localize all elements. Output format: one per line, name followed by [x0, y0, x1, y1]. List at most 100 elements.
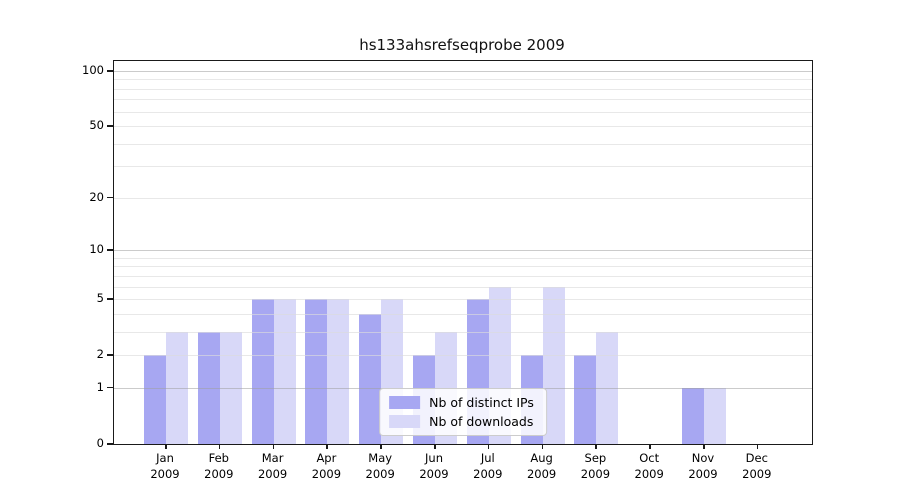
gridline-minor — [114, 299, 812, 301]
gridline-minor — [114, 266, 812, 268]
y-tick-mark — [107, 196, 113, 199]
x-tick-mark — [703, 444, 705, 449]
y-tick-label: 2 — [96, 347, 104, 362]
gridline-major — [114, 250, 812, 252]
bar-distinct-ips — [574, 355, 597, 444]
bar-distinct-ips — [197, 331, 220, 444]
gridline-minor — [114, 275, 812, 277]
x-tick-month: Oct — [639, 451, 660, 465]
gridline-minor — [114, 99, 812, 101]
y-tick-label: 5 — [96, 291, 104, 306]
x-tick-label: Nov 2009 — [671, 450, 735, 482]
y-tick-mark — [107, 443, 113, 445]
x-tick-year: 2009 — [150, 467, 180, 481]
bar-distinct-ips — [144, 355, 166, 444]
y-tick-label: 10 — [89, 242, 104, 257]
x-tick-mark — [272, 444, 275, 449]
bar-downloads — [327, 299, 350, 444]
x-tick-year: 2009 — [257, 467, 288, 481]
bar-group — [574, 331, 619, 444]
legend-label: Nb of distinct IPs — [429, 395, 534, 410]
x-tick-month: Nov — [691, 451, 715, 465]
x-tick-year: 2009 — [580, 467, 611, 481]
legend-swatch-downloads — [389, 415, 421, 428]
x-tick-label: Jan 2009 — [133, 450, 197, 482]
x-tick-mark — [487, 444, 490, 449]
y-tick-mark — [107, 386, 113, 389]
x-tick-year: 2009 — [311, 467, 342, 481]
y-tick-label: 100 — [82, 63, 104, 77]
y-tick-label: 1 — [96, 379, 104, 394]
x-tick-month: Apr — [316, 451, 337, 465]
x-tick-month: Feb — [208, 451, 229, 465]
x-tick-mark — [756, 444, 759, 449]
legend-swatch-distinct-ips — [389, 396, 421, 409]
x-tick-month: Sep — [584, 451, 607, 465]
y-tick-mark — [107, 249, 113, 251]
x-tick-mark — [326, 444, 328, 449]
gridline-minor — [114, 126, 812, 128]
x-tick-year: 2009 — [204, 467, 234, 481]
bar-downloads — [596, 331, 619, 444]
x-tick-year: 2009 — [526, 467, 557, 481]
x-tick-mark — [595, 444, 597, 449]
gridline-minor — [114, 286, 812, 288]
bar-distinct-ips — [682, 387, 704, 444]
bar-distinct-ips — [251, 299, 274, 444]
x-tick-label: Feb 2009 — [187, 450, 251, 482]
x-tick-month: Jan — [156, 451, 174, 465]
x-tick-year: 2009 — [742, 467, 772, 481]
gridline-minor — [114, 111, 812, 113]
bar-group — [682, 387, 726, 444]
x-tick-label: Dec 2009 — [725, 450, 789, 482]
x-tick-month: Aug — [530, 451, 553, 465]
bar-downloads — [704, 387, 726, 444]
x-tick-year: 2009 — [365, 467, 395, 481]
x-tick-label: Apr 2009 — [294, 450, 358, 482]
x-tick-label: Oct 2009 — [617, 450, 681, 482]
gridline-minor — [114, 257, 812, 259]
gridline-major — [114, 71, 812, 72]
x-tick-month: Jul — [480, 451, 495, 465]
gridline-minor — [114, 143, 812, 145]
x-tick-mark — [380, 444, 382, 449]
x-tick-label: Jul 2009 — [456, 450, 520, 482]
gridline-minor — [114, 88, 812, 90]
bar-group — [305, 299, 350, 444]
x-tick-year: 2009 — [419, 467, 449, 481]
x-tick-year: 2009 — [634, 467, 664, 481]
legend-item: Nb of distinct IPs — [389, 395, 534, 410]
bar-group — [251, 299, 296, 444]
y-tick-mark — [107, 354, 113, 356]
bar-downloads — [219, 331, 242, 444]
bar-group — [197, 331, 242, 444]
bar-distinct-ips — [359, 313, 382, 444]
x-tick-label: Sep 2009 — [563, 450, 627, 482]
legend: Nb of distinct IPs Nb of downloads — [379, 388, 547, 436]
y-tick-label: 0 — [96, 436, 104, 450]
y-tick-mark — [107, 298, 113, 300]
x-tick-month: Jun — [425, 451, 443, 465]
bar-distinct-ips — [305, 299, 328, 444]
plot-area: Nb of distinct IPs Nb of downloads — [113, 60, 813, 445]
legend-label: Nb of downloads — [429, 414, 534, 429]
y-tick-label: 50 — [89, 118, 104, 133]
gridline-minor — [114, 79, 812, 81]
gridline-minor — [114, 313, 812, 315]
x-tick-mark — [434, 444, 436, 449]
x-tick-label: Aug 2009 — [510, 450, 574, 482]
y-tick-mark — [107, 125, 113, 127]
x-tick-year: 2009 — [473, 467, 503, 481]
x-tick-mark — [218, 444, 221, 449]
bar-group — [144, 331, 188, 444]
x-tick-label: May 2009 — [348, 450, 412, 482]
gridline-minor — [114, 166, 812, 168]
chart-title: hs133ahsrefseqprobe 2009 — [359, 36, 565, 54]
bar-downloads — [542, 286, 565, 444]
bar-downloads — [273, 299, 296, 444]
x-tick-mark — [649, 444, 651, 449]
bar-downloads — [166, 331, 188, 444]
x-tick-month: Mar — [261, 451, 284, 465]
x-tick-label: Mar 2009 — [241, 450, 305, 482]
